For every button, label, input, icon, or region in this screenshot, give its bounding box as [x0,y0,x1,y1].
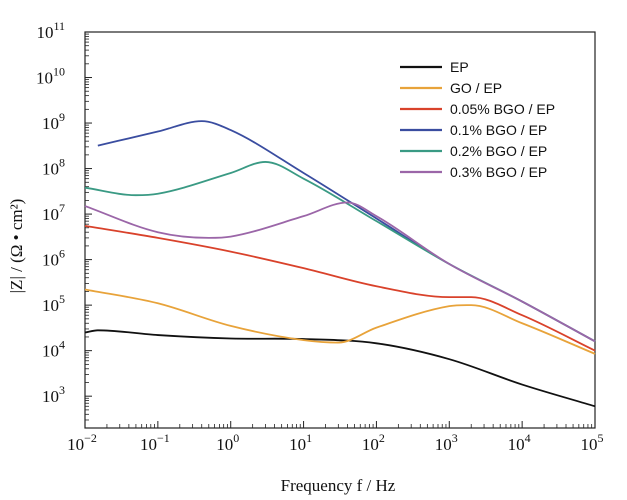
plot-area: 10−2 10−1 100 101 102 103 104 105 103 104 105 106 10… [36,19,604,454]
x-tick-label: 103 [435,431,458,454]
legend-label: 0.1% BGO / EP [450,122,547,138]
plot-frame [84,31,596,429]
x-tick-label: 10−1 [140,431,170,454]
x-tick-label: 101 [289,431,312,454]
y-tick-label: 107 [42,201,65,224]
y-tick-label: 106 [42,247,65,270]
y-axis-title: |Z| / (Ω • cm²) [7,199,26,294]
legend-label: 0.05% BGO / EP [450,101,555,117]
series-line-1 [84,288,596,355]
y-tick-label: 103 [42,383,65,406]
legend-label: 0.2% BGO / EP [450,143,547,159]
y-tick-label: 1011 [36,19,65,42]
y-tick-label: 109 [42,110,65,133]
series-line-5 [84,201,596,343]
series-line-2 [84,225,596,352]
x-tick-label: 100 [216,431,239,454]
x-tick-label: 102 [362,431,385,454]
y-tick-label: 108 [42,156,65,179]
y-tick-label: 104 [42,338,65,361]
x-axis-title: Frequency f / Hz [281,476,396,495]
y-tick-label: 105 [42,292,65,315]
legend-label: 0.3% BGO / EP [450,164,547,180]
legend-label: GO / EP [450,80,502,96]
x-tick-label: 104 [508,431,531,454]
legend-label: EP [450,59,469,75]
y-tick-label: 1010 [36,65,65,88]
legend: EP GO / EP 0.05% BGO / EP 0.1% BGO / EP 0.2%… [400,59,555,180]
x-tick-label: 105 [581,431,604,454]
x-tick-label: 10−2 [67,431,97,454]
series-line-0 [84,329,596,408]
